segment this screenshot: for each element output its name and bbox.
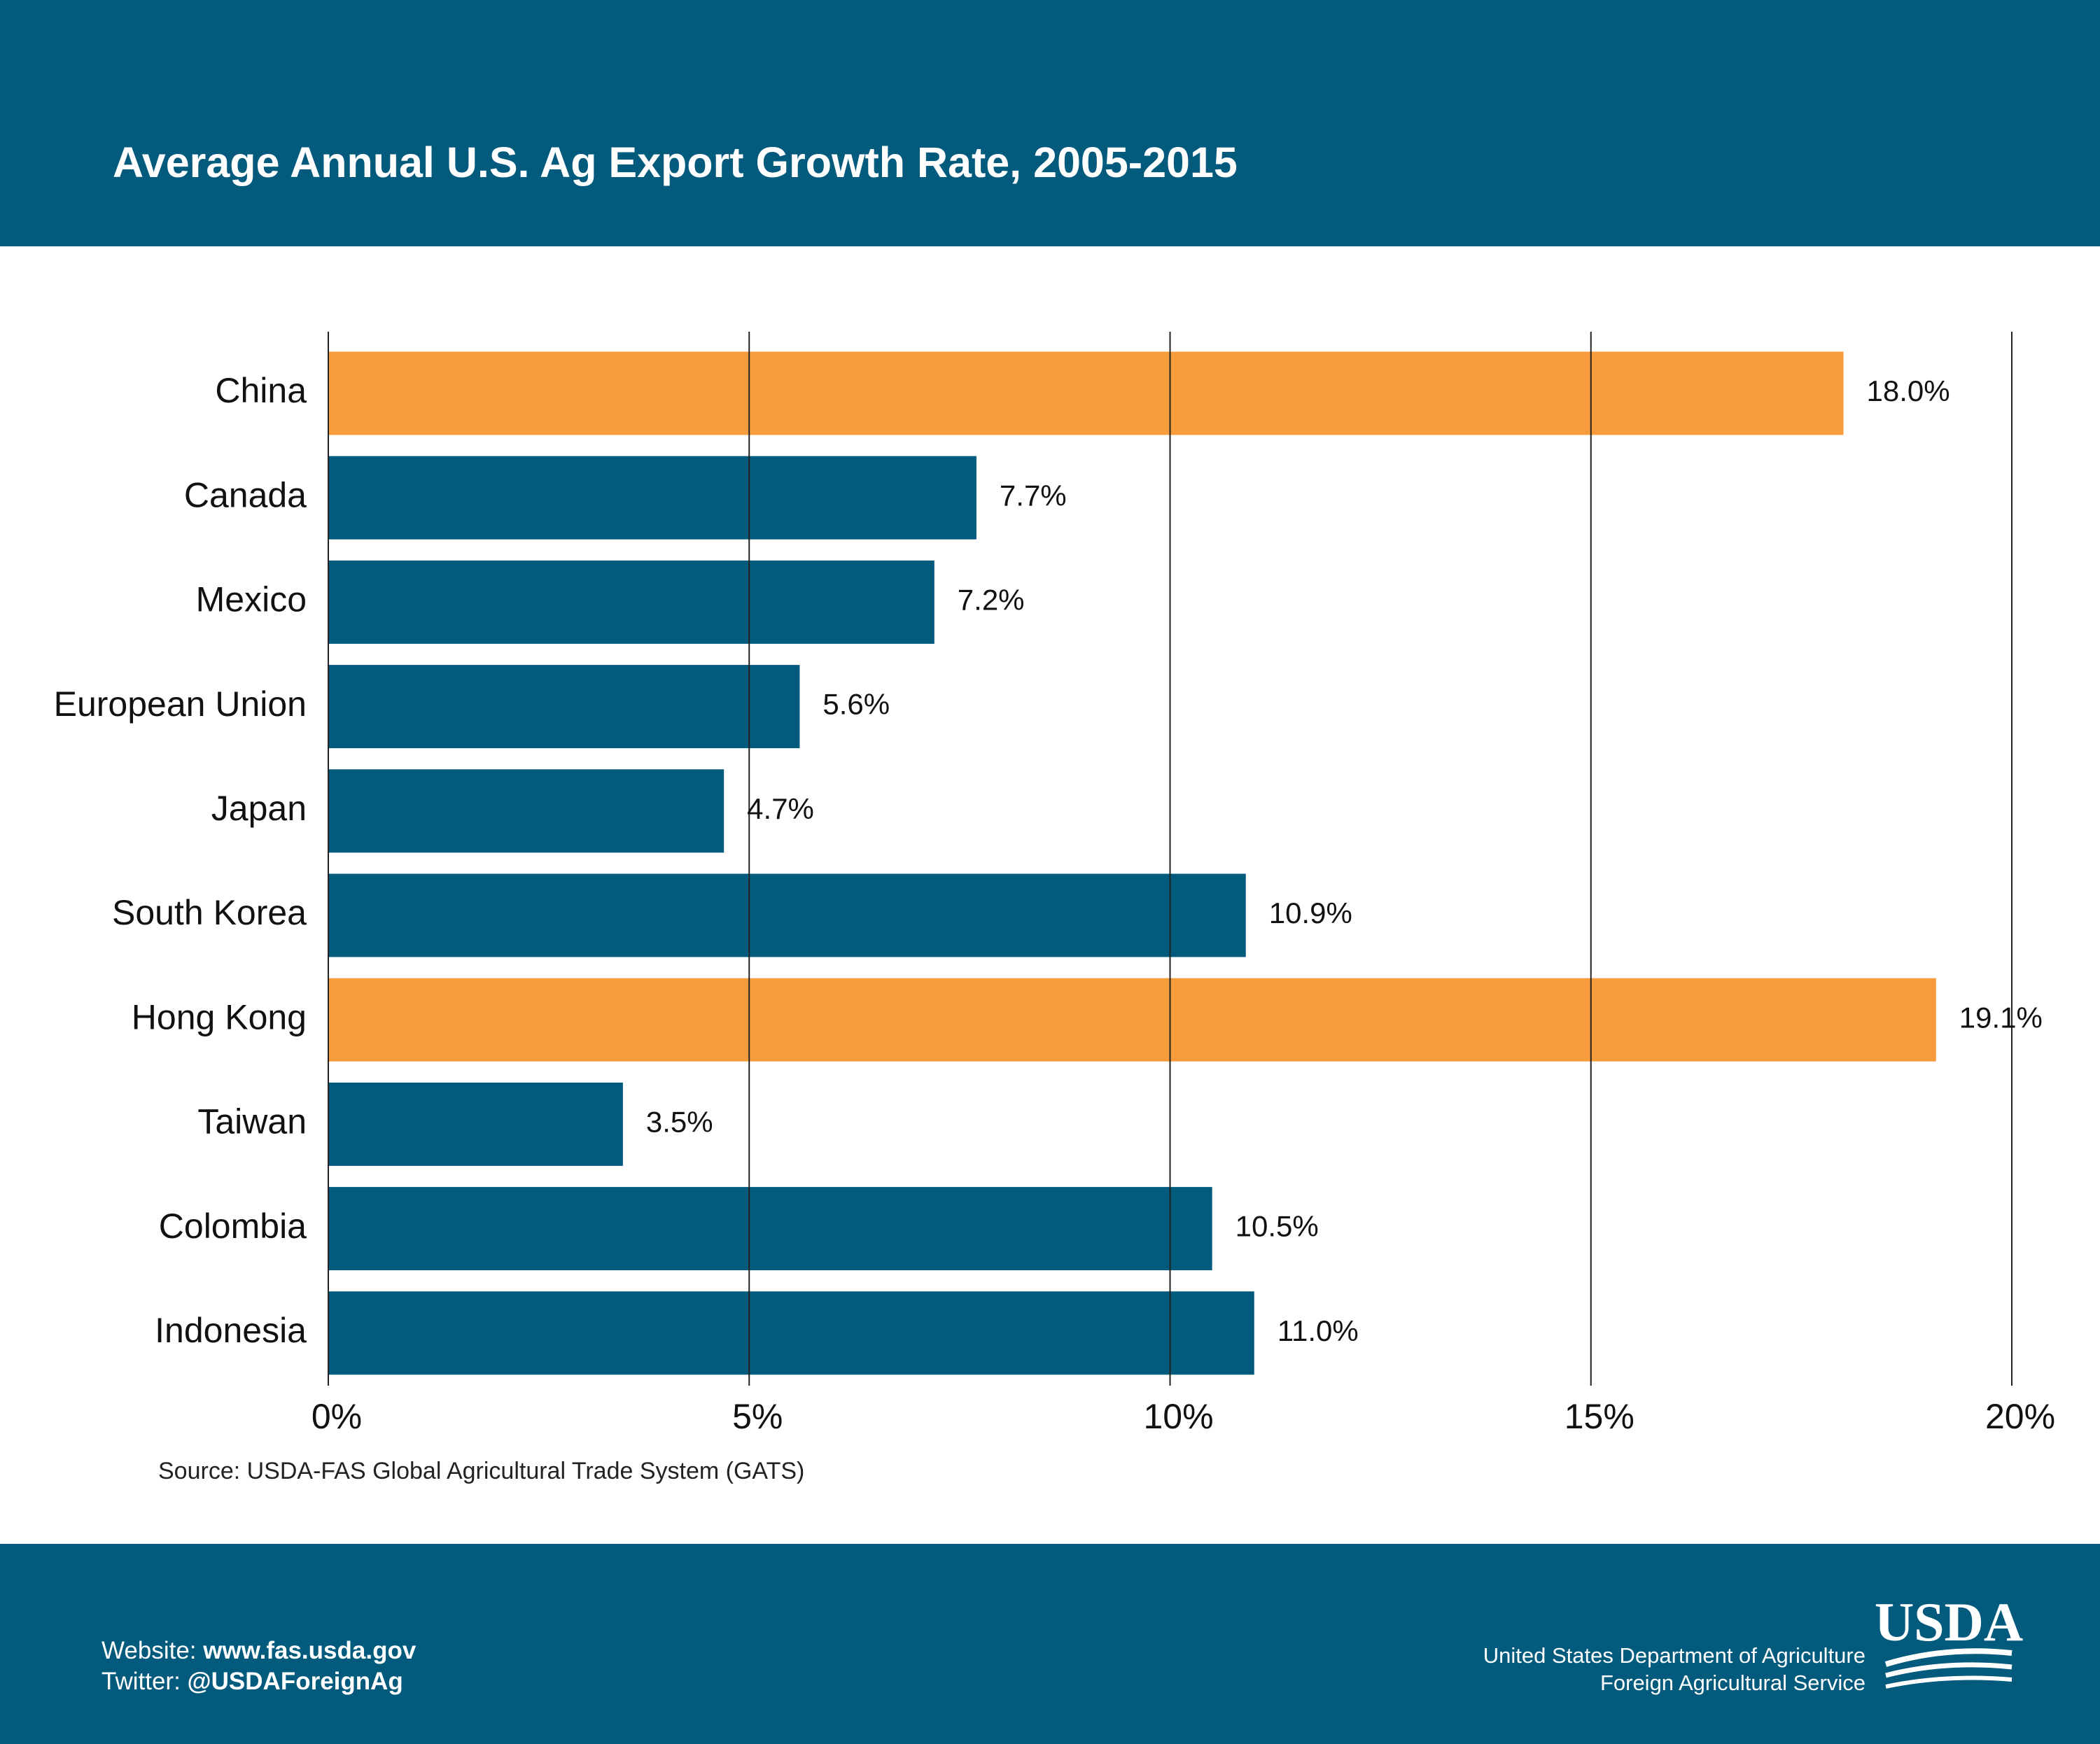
twitter-label: Twitter:	[102, 1668, 188, 1695]
logo-swoosh	[1884, 1648, 2012, 1689]
x-tick-label: 15%	[1564, 1397, 1634, 1436]
category-label: China	[215, 371, 307, 410]
bar	[328, 665, 800, 749]
category-label: Mexico	[196, 580, 307, 619]
value-label: 5.6%	[822, 688, 890, 721]
value-label: 10.5%	[1236, 1210, 1319, 1243]
bar	[328, 456, 976, 540]
category-label: European Union	[54, 684, 307, 724]
value-label: 7.7%	[1000, 479, 1067, 512]
value-label: 10.9%	[1269, 896, 1352, 929]
value-label: 3.5%	[646, 1105, 713, 1138]
x-tick-label: 5%	[732, 1397, 783, 1436]
category-label: Taiwan	[197, 1102, 307, 1141]
category-label: South Korea	[112, 893, 307, 932]
website-url: www.fas.usda.gov	[202, 1637, 416, 1664]
footer-band	[0, 1544, 2100, 1744]
bar	[328, 1082, 623, 1166]
bar	[328, 351, 1844, 435]
chart-title: Average Annual U.S. Ag Export Growth Rat…	[113, 139, 1238, 186]
header-band	[0, 0, 2100, 246]
value-label: 11.0%	[1278, 1314, 1359, 1347]
x-tick-label: 20%	[1985, 1397, 2055, 1436]
bar	[328, 1187, 1212, 1271]
bar	[328, 769, 724, 853]
agency-line: Foreign Agricultural Service	[1600, 1671, 1865, 1695]
agency-line: United States Department of Agriculture	[1483, 1643, 1865, 1668]
category-label: Japan	[211, 789, 307, 828]
bar	[328, 873, 1246, 957]
bar	[328, 978, 1936, 1062]
twitter-handle: @USDAForeignAg	[188, 1668, 403, 1695]
website-label: Website:	[102, 1637, 203, 1664]
x-tick-label: 0%	[312, 1397, 362, 1436]
usda-logo: USDA	[1875, 1591, 2023, 1652]
bar	[328, 560, 934, 644]
category-label: Colombia	[159, 1207, 307, 1246]
twitter: Twitter: @USDAForeignAg	[102, 1668, 403, 1695]
bar	[328, 1291, 1254, 1375]
category-label: Canada	[184, 475, 307, 514]
value-label: 4.7%	[747, 792, 814, 825]
x-tick-label: 10%	[1143, 1397, 1213, 1436]
website: Website: www.fas.usda.gov	[102, 1637, 416, 1664]
category-label: Hong Kong	[132, 997, 307, 1036]
value-label: 19.1%	[1959, 1001, 2043, 1034]
value-label: 18.0%	[1867, 374, 1950, 407]
source-note: Source: USDA-FAS Global Agricultural Tra…	[158, 1458, 804, 1484]
value-label: 7.2%	[958, 583, 1025, 616]
category-label: Indonesia	[155, 1311, 307, 1350]
